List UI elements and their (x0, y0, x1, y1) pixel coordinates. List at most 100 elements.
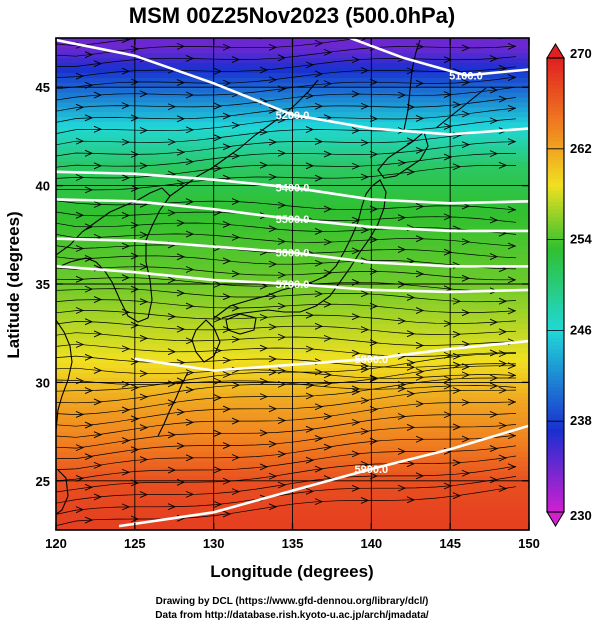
colorbar-swatch (547, 133, 564, 138)
colorbar-swatch (547, 137, 564, 142)
wind-arrow (323, 269, 333, 277)
colorbar-swatch (547, 76, 564, 81)
colorbar-swatch (547, 171, 564, 176)
x-tick-label: 125 (124, 536, 146, 551)
wind-arrow (130, 221, 140, 229)
wind-arrow (93, 162, 103, 170)
streamline (56, 45, 517, 67)
wind-arrow (415, 435, 425, 443)
wind-arrow (489, 253, 499, 260)
streamline (56, 86, 517, 112)
colorbar-swatch (547, 504, 564, 509)
wind-arrow (277, 85, 287, 93)
wind-streamlines (56, 31, 517, 526)
wind-arrow (176, 442, 186, 450)
colorbar-swatch (547, 443, 564, 448)
wind-arrow (176, 253, 186, 261)
colorbar-swatch (547, 477, 564, 483)
wind-arrow (314, 39, 324, 47)
wind-arrow (167, 380, 177, 388)
colorbar-swatch (547, 216, 564, 221)
wind-arrow (507, 138, 517, 146)
y-tick-label: 30 (36, 375, 50, 390)
wind-arrow (222, 43, 232, 51)
wind-arrow (130, 415, 140, 423)
wind-arrow (406, 496, 416, 504)
streamline (56, 277, 517, 292)
colorbar-swatch (547, 386, 564, 392)
colorbar-swatch (547, 57, 564, 63)
wind-arrow (213, 347, 223, 355)
wind-arrow (213, 315, 223, 323)
wind-arrow (461, 79, 471, 86)
wind-arrow (139, 393, 149, 401)
coast-kurils (435, 87, 487, 129)
wind-arrow (369, 472, 379, 480)
wind-arrow (130, 515, 140, 523)
streamline (56, 288, 517, 303)
wind-arrow (277, 271, 287, 279)
wind-arrow (406, 168, 416, 176)
wind-arrow (75, 137, 85, 145)
wind-arrow (305, 392, 315, 400)
colorbar: 270 262 254 246 238 230 (546, 43, 592, 527)
colorbar-swatch (547, 110, 564, 116)
colorbar-swatch (547, 190, 564, 195)
wind-arrow (139, 90, 149, 98)
colorbar-swatch (547, 436, 564, 441)
colorbar-swatch (547, 220, 564, 225)
wind-arrow (360, 102, 370, 110)
colorbar-swatch (547, 227, 564, 233)
wind-arrow (360, 461, 370, 468)
wind-arrow (185, 126, 195, 134)
colorbar-tick-label: 238 (570, 413, 592, 428)
wind-arrow (314, 498, 324, 506)
wind-arrow (121, 308, 131, 316)
wind-arrow (314, 102, 324, 110)
colorbar-swatch (547, 439, 564, 445)
wind-arrow (323, 300, 333, 308)
contour-label: 5700.0 (276, 279, 310, 291)
wind-arrow (176, 42, 186, 50)
wind-arrow (84, 255, 94, 262)
wind-arrow (461, 399, 471, 406)
wind-arrow (415, 235, 425, 243)
wind-arrow (121, 274, 131, 282)
wind-arrow (314, 138, 324, 146)
colorbar-swatch (547, 148, 564, 153)
height-contour (346, 38, 529, 77)
streamline (56, 200, 517, 211)
wind-arrow (93, 330, 103, 338)
colorbar-swatch (547, 246, 564, 252)
wind-arrow (498, 95, 508, 103)
wind-arrow (314, 70, 324, 78)
colorbar-swatch (547, 451, 564, 456)
wind-arrow (84, 51, 94, 59)
streamline (56, 343, 517, 357)
contour-label: 5100.0 (449, 70, 483, 82)
wind-arrow (222, 143, 232, 151)
wind-arrow (167, 348, 177, 356)
wind-arrow (452, 492, 462, 500)
wind-arrow (305, 425, 315, 433)
wind-arrow (306, 31, 313, 37)
wind-arrow (139, 334, 149, 342)
wind-arrow (351, 484, 361, 492)
wind-arrow (415, 270, 425, 278)
colorbar-swatch (547, 95, 564, 100)
colorbar-swatch (547, 197, 564, 203)
wind-arrow (214, 38, 215, 39)
wind-arrow (314, 322, 324, 330)
colorbar-swatch (547, 205, 564, 210)
wind-arrow (461, 110, 471, 118)
wind-arrow (397, 214, 407, 222)
colorbar-swatch (547, 454, 564, 460)
wind-arrow (139, 456, 149, 463)
y-axis-ticks: 25 30 35 40 45 (36, 80, 529, 489)
wind-arrow (277, 116, 287, 124)
wind-arrow (185, 418, 195, 426)
wind-arrow (461, 469, 471, 477)
wind-arrow (93, 60, 103, 68)
colorbar-swatch (547, 349, 564, 354)
wind-arrow (185, 386, 195, 394)
